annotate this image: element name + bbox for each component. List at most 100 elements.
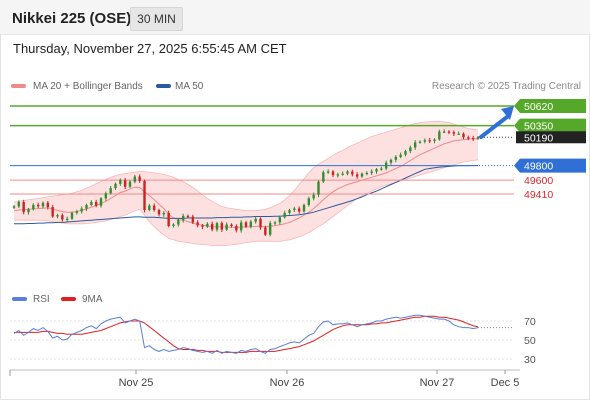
- candle-body: [85, 204, 88, 209]
- candle-body: [380, 168, 383, 170]
- candle-body: [32, 204, 35, 210]
- candle-body: [210, 223, 214, 230]
- candle-body: [355, 174, 359, 177]
- candle-body: [172, 224, 175, 226]
- rsi-tick-label-50: 50: [524, 335, 536, 347]
- resistance-level-tag-50350: [514, 118, 586, 133]
- candle-body: [375, 169, 378, 172]
- candle-body: [12, 206, 16, 208]
- bollinger-upper-line: [13, 120, 479, 212]
- candle-body: [273, 222, 277, 224]
- candle-body: [467, 137, 470, 139]
- datetime-label: Thursday, November 27, 2025 6:55:45 AM C…: [13, 41, 287, 56]
- forecast-arrow-head: [501, 106, 514, 120]
- candle-body: [46, 202, 50, 208]
- candle-body: [268, 223, 272, 235]
- candle-body: [99, 198, 103, 206]
- candle-body: [191, 216, 195, 223]
- instrument-title: Nikkei 225 (OSE): [12, 10, 132, 27]
- candle-body: [462, 133, 465, 138]
- candle-body: [418, 141, 422, 143]
- bollinger-lower-line: [14, 159, 479, 246]
- candle-body: [404, 151, 407, 155]
- ma50-legend-label: MA 50: [175, 81, 204, 92]
- candle-body: [244, 222, 248, 227]
- candle-body: [114, 183, 117, 189]
- support-level-label-49600: 49600: [524, 175, 553, 187]
- candle-body: [336, 174, 340, 176]
- rsi-legend-label: RSI: [33, 294, 50, 305]
- bollinger-band-fill: [14, 121, 478, 246]
- timeframe-button[interactable]: 30 MIN: [130, 7, 183, 31]
- candle-body: [399, 154, 402, 157]
- candle-body: [322, 172, 325, 182]
- candle-body: [206, 223, 209, 227]
- ma9-legend-swatch: [61, 297, 76, 301]
- candle-body: [36, 204, 40, 207]
- ma9-legend-label: 9MA: [82, 294, 103, 305]
- x-axis-tick-label: Nov 25: [119, 377, 154, 389]
- candle-body: [438, 131, 441, 140]
- candle-body: [104, 193, 108, 199]
- candle-body: [428, 140, 431, 142]
- pivot-level-tag-49800: [514, 158, 586, 173]
- candle-body: [123, 180, 127, 187]
- x-axis-tick-label: Nov 26: [270, 377, 305, 389]
- candle-body: [22, 202, 25, 213]
- current-price-label: 50190: [524, 132, 553, 144]
- candle-body: [476, 137, 480, 139]
- candle-body: [51, 207, 54, 217]
- candle-body: [162, 212, 166, 215]
- candle-body: [17, 202, 21, 207]
- candle-body: [423, 140, 427, 142]
- candle-body: [225, 224, 228, 230]
- candle-body: [143, 180, 146, 210]
- candle-body: [109, 188, 112, 194]
- resistance-level-label-50620: 50620: [524, 101, 553, 113]
- candle-body: [249, 221, 253, 227]
- candle-body: [471, 138, 475, 140]
- candle-body: [220, 223, 224, 230]
- candle-body: [293, 208, 296, 210]
- candle-body: [201, 225, 204, 227]
- candle-body: [75, 211, 79, 213]
- ma50-legend-swatch: [156, 84, 171, 88]
- candle-body: [384, 162, 388, 169]
- candle-body: [152, 205, 156, 210]
- ma20-legend-swatch: [11, 84, 26, 88]
- candle-body: [413, 142, 417, 148]
- candle-body: [312, 194, 315, 199]
- candle-body: [278, 217, 282, 223]
- candle-body: [56, 215, 59, 217]
- candle-body: [167, 212, 170, 226]
- resistance-level-tag-50620: [514, 99, 586, 113]
- candle-body: [297, 208, 301, 212]
- candle-body: [307, 198, 311, 205]
- candle-body: [41, 202, 45, 207]
- candle-body: [457, 133, 460, 135]
- candle-body: [148, 205, 151, 210]
- candle-body: [452, 132, 456, 134]
- candle-body: [442, 131, 446, 133]
- candle-body: [80, 208, 83, 212]
- candle-body: [283, 212, 286, 218]
- resistance-level-label-50350: 50350: [524, 121, 553, 133]
- candle-body: [196, 222, 199, 226]
- copyright-text: Research © 2025 Trading Central: [431, 81, 581, 92]
- candle-body: [360, 173, 364, 177]
- candle-body: [389, 159, 393, 163]
- candle-body: [351, 171, 354, 175]
- candle-body: [326, 171, 330, 173]
- candle-body: [259, 218, 262, 228]
- candle-body: [181, 215, 185, 221]
- candle-body: [186, 215, 190, 218]
- candle-body: [370, 171, 373, 173]
- candle-body: [65, 218, 69, 220]
- candle-body: [235, 226, 238, 231]
- candle-body: [94, 202, 98, 206]
- candle-body: [341, 173, 344, 175]
- candle-body: [409, 147, 412, 152]
- candle-body: [215, 223, 219, 230]
- candle-body: [128, 181, 132, 187]
